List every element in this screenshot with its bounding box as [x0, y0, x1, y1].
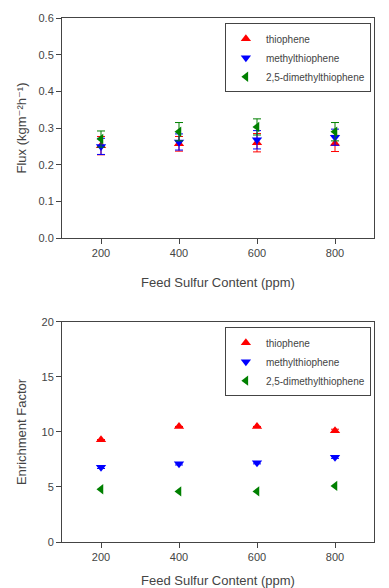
svg-text:0.5: 0.5: [39, 49, 54, 61]
svg-text:800: 800: [326, 247, 344, 259]
svg-text:methylthiophene: methylthiophene: [266, 357, 340, 368]
svg-text:Feed Sulfur Content (ppm): Feed Sulfur Content (ppm): [141, 573, 295, 588]
svg-text:2,5-dimethylthiophene: 2,5-dimethylthiophene: [266, 376, 365, 387]
svg-text:0: 0: [48, 536, 54, 548]
svg-text:Feed Sulfur Content (ppm): Feed Sulfur Content (ppm): [141, 275, 295, 290]
svg-text:2,5-dimethylthiophene: 2,5-dimethylthiophene: [266, 72, 365, 83]
svg-text:thiophene: thiophene: [266, 34, 310, 45]
svg-text:400: 400: [170, 247, 188, 259]
svg-text:600: 600: [248, 551, 266, 563]
svg-text:0.1: 0.1: [39, 195, 54, 207]
svg-text:methylthiophene: methylthiophene: [266, 53, 340, 64]
svg-text:Enrichment Factor: Enrichment Factor: [14, 378, 29, 485]
svg-text:10: 10: [42, 426, 54, 438]
svg-text:0.0: 0.0: [39, 232, 54, 244]
svg-text:0.4: 0.4: [39, 85, 54, 97]
svg-text:0.2: 0.2: [39, 159, 54, 171]
svg-text:20: 20: [42, 316, 54, 328]
svg-text:600: 600: [248, 247, 266, 259]
svg-text:5: 5: [48, 481, 54, 493]
svg-text:200: 200: [92, 247, 110, 259]
svg-text:Flux (kgm⁻²h⁻¹): Flux (kgm⁻²h⁻¹): [14, 83, 29, 174]
svg-text:200: 200: [92, 551, 110, 563]
svg-text:0.6: 0.6: [39, 12, 54, 24]
svg-text:0.3: 0.3: [39, 122, 54, 134]
svg-text:thiophene: thiophene: [266, 338, 310, 349]
svg-text:15: 15: [42, 371, 54, 383]
svg-text:800: 800: [326, 551, 344, 563]
svg-text:400: 400: [170, 551, 188, 563]
